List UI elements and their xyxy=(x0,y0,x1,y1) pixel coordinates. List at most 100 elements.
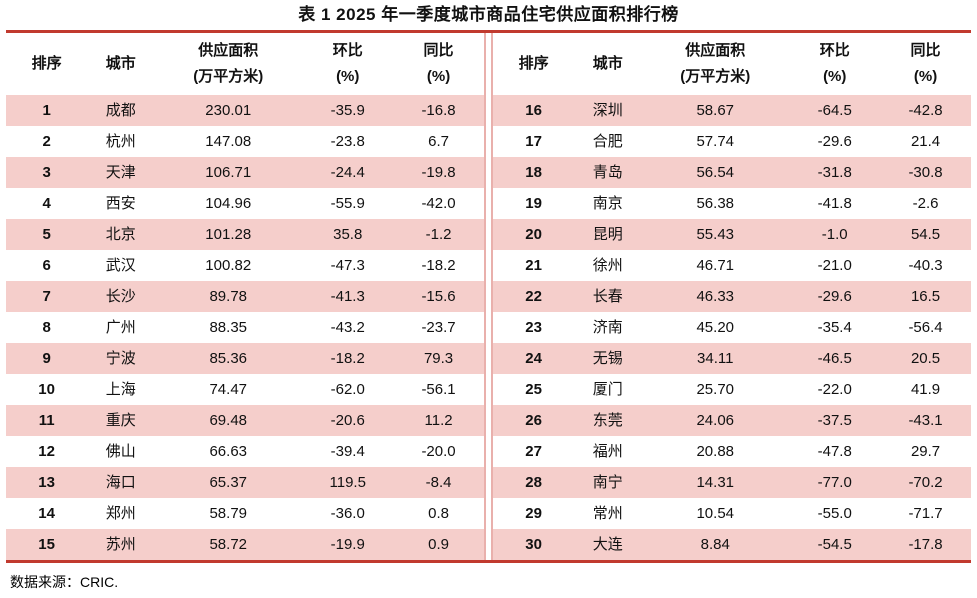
cell-yoy: 16.5 xyxy=(910,288,941,305)
cell-yoy: 0.9 xyxy=(428,536,449,553)
column-header-label: 排序 xyxy=(31,55,62,72)
table-row: 10 上海 74.47 -62.0 -56.1 xyxy=(6,374,484,405)
cell-yoy: -8.4 xyxy=(425,474,452,491)
column-header-label: 环比 xyxy=(332,42,363,59)
table-row: 25 厦门 25.70 -22.0 41.9 xyxy=(493,374,971,405)
data-source-note: 数据来源：CRIC. xyxy=(10,574,119,590)
cell-city: 福州 xyxy=(592,443,623,460)
cell-city: 重庆 xyxy=(105,412,136,429)
cell-mom: -39.4 xyxy=(330,443,365,460)
cell-supply: 106.71 xyxy=(205,164,252,181)
cell-yoy: -42.0 xyxy=(421,195,456,212)
table-header-right: 排序 城市 供应面积 (万平方米) 环比 (%) 同比 (%) xyxy=(493,33,971,95)
column-header-label: 供应面积 xyxy=(198,42,259,59)
table-row: 26 东莞 24.06 -37.5 -43.1 xyxy=(493,405,971,436)
cell-mom: -35.4 xyxy=(817,319,852,336)
cell-supply: 10.54 xyxy=(696,505,735,522)
cell-rank: 24 xyxy=(525,350,542,367)
cell-rank: 21 xyxy=(525,257,542,274)
cell-yoy: -17.8 xyxy=(908,536,943,553)
cell-rank: 30 xyxy=(525,536,542,553)
cell-supply: 58.79 xyxy=(209,505,248,522)
cell-rank: 29 xyxy=(525,505,542,522)
table-row: 30 大连 8.84 -54.5 -17.8 xyxy=(493,529,971,560)
cell-yoy: 54.5 xyxy=(910,226,941,243)
cell-mom: -31.8 xyxy=(817,164,852,181)
cell-yoy: -30.8 xyxy=(908,164,943,181)
cell-rank: 8 xyxy=(42,319,51,336)
cell-supply: 104.96 xyxy=(205,195,252,212)
column-header-unit: (万平方米) xyxy=(680,68,751,85)
top-rule xyxy=(6,30,971,33)
cell-supply: 46.33 xyxy=(696,288,735,305)
cell-mom: -41.3 xyxy=(330,288,365,305)
cell-city: 郑州 xyxy=(105,505,136,522)
cell-rank: 18 xyxy=(525,164,542,181)
cell-yoy: 20.5 xyxy=(910,350,941,367)
cell-city: 西安 xyxy=(105,195,136,212)
cell-mom: -47.8 xyxy=(817,443,852,460)
cell-rank: 4 xyxy=(42,195,51,212)
cell-rank: 6 xyxy=(42,257,51,274)
cell-rank: 11 xyxy=(38,412,55,429)
table-row: 1 成都 230.01 -35.9 -16.8 xyxy=(6,95,484,126)
cell-yoy: -56.1 xyxy=(421,381,456,398)
cell-yoy: -43.1 xyxy=(908,412,943,429)
cell-yoy: -2.6 xyxy=(912,195,939,212)
cell-rank: 26 xyxy=(525,412,542,429)
cell-supply: 101.28 xyxy=(205,226,252,243)
cell-rank: 17 xyxy=(525,133,542,150)
column-header-unit: (%) xyxy=(336,68,360,85)
cell-mom: -55.9 xyxy=(330,195,365,212)
column-header-rank: 排序 xyxy=(6,33,87,95)
table-row: 7 长沙 89.78 -41.3 -15.6 xyxy=(6,281,484,312)
cell-rank: 3 xyxy=(42,164,51,181)
cell-mom: -54.5 xyxy=(817,536,852,553)
table-rows-left: 1 成都 230.01 -35.9 -16.8 2 杭州 147.08 -23.8 6.7 3 天津 1… xyxy=(6,95,484,560)
cell-city: 合肥 xyxy=(592,133,623,150)
cell-mom: -24.4 xyxy=(330,164,365,181)
column-header-unit: (%) xyxy=(823,68,847,85)
cell-supply: 25.70 xyxy=(696,381,735,398)
cell-city: 海口 xyxy=(105,474,136,491)
cell-yoy: -23.7 xyxy=(421,319,456,336)
cell-supply: 65.37 xyxy=(209,474,248,491)
cell-rank: 14 xyxy=(38,505,55,522)
ranking-table: 排序 城市 供应面积 (万平方米) 环比 (%) 同比 (%) 1 成都 230.01 -35.9 -… xyxy=(6,33,971,560)
table-row: 14 郑州 58.79 -36.0 0.8 xyxy=(6,498,484,529)
cell-city: 常州 xyxy=(592,505,623,522)
table-row: 23 济南 45.20 -35.4 -56.4 xyxy=(493,312,971,343)
cell-yoy: -20.0 xyxy=(421,443,456,460)
cell-mom: -64.5 xyxy=(817,102,852,119)
cell-mom: -37.5 xyxy=(817,412,852,429)
cell-mom: -20.6 xyxy=(330,412,365,429)
cell-rank: 27 xyxy=(525,443,542,460)
cell-yoy: -42.8 xyxy=(908,102,943,119)
cell-supply: 56.38 xyxy=(696,195,735,212)
cell-supply: 55.43 xyxy=(696,226,735,243)
cell-city: 南宁 xyxy=(592,474,623,491)
cell-rank: 22 xyxy=(525,288,542,305)
cell-city: 广州 xyxy=(105,319,136,336)
column-header-unit: (万平方米) xyxy=(193,68,264,85)
cell-yoy: 79.3 xyxy=(423,350,454,367)
cell-yoy: -56.4 xyxy=(908,319,943,336)
cell-mom: -19.9 xyxy=(330,536,365,553)
cell-supply: 66.63 xyxy=(209,443,248,460)
cell-city: 东莞 xyxy=(592,412,623,429)
cell-city: 深圳 xyxy=(592,102,623,119)
cell-supply: 8.84 xyxy=(700,536,730,553)
cell-yoy: -19.8 xyxy=(421,164,456,181)
cell-yoy: -40.3 xyxy=(908,257,943,274)
cell-mom: -77.0 xyxy=(817,474,852,491)
table-right-half: 排序 城市 供应面积 (万平方米) 环比 (%) 同比 (%) 16 深圳 58.67 -64.5 -… xyxy=(491,33,971,560)
cell-mom: -55.0 xyxy=(817,505,852,522)
cell-rank: 10 xyxy=(38,381,55,398)
cell-mom: -1.0 xyxy=(821,226,848,243)
bottom-rule xyxy=(6,560,971,563)
column-header-city: 城市 xyxy=(574,33,641,95)
cell-city: 武汉 xyxy=(105,257,136,274)
column-header-supply: 供应面积 (万平方米) xyxy=(641,33,789,95)
cell-supply: 14.31 xyxy=(696,474,735,491)
